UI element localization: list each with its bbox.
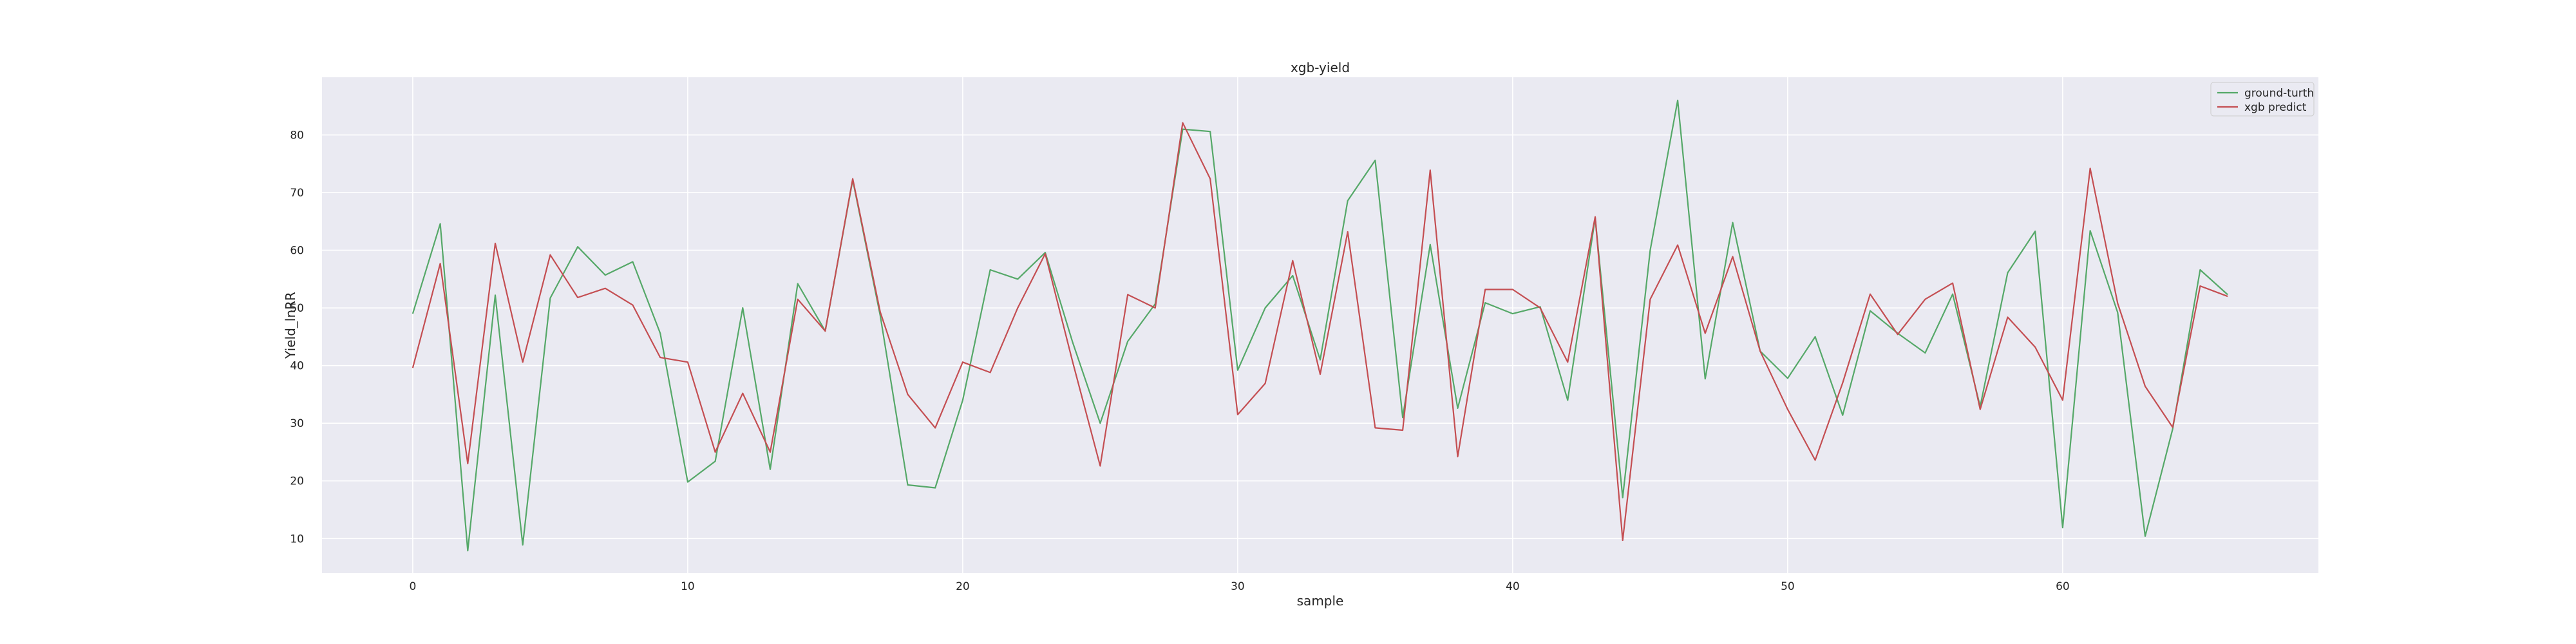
legend-label: xgb predict xyxy=(2244,101,2307,114)
x-tick-label: 10 xyxy=(681,580,695,593)
y-tick-label: 50 xyxy=(290,302,304,315)
plot-area xyxy=(322,77,2318,573)
y-axis-label: Yield_lnRR xyxy=(283,292,298,359)
y-tick-label: 40 xyxy=(290,360,304,373)
chart-title: xgb-yield xyxy=(1291,60,1350,75)
series-line-1 xyxy=(412,122,2228,542)
y-tick-label: 80 xyxy=(290,129,304,142)
x-tick-label: 40 xyxy=(1506,580,1520,593)
x-tick-label: 0 xyxy=(409,580,416,593)
series-lines xyxy=(412,99,2228,552)
tick-labels: 0 10 20 30 40 50 60 10 20 30 40 50 60 70 80 xyxy=(290,129,2069,593)
series-line-0 xyxy=(412,99,2228,552)
y-tick-label: 60 xyxy=(290,245,304,258)
y-tick-label: 30 xyxy=(290,417,304,430)
x-tick-label: 20 xyxy=(956,580,970,593)
x-axis-label: sample xyxy=(1297,593,1344,609)
y-tick-label: 20 xyxy=(290,475,304,488)
x-tick-label: 60 xyxy=(2056,580,2070,593)
y-tick-label: 70 xyxy=(290,187,304,200)
y-tick-label: 10 xyxy=(290,533,304,545)
legend-label: ground-turth xyxy=(2244,87,2314,100)
grid-lines xyxy=(322,77,2318,573)
x-tick-label: 30 xyxy=(1231,580,1245,593)
x-tick-label: 50 xyxy=(1781,580,1795,593)
